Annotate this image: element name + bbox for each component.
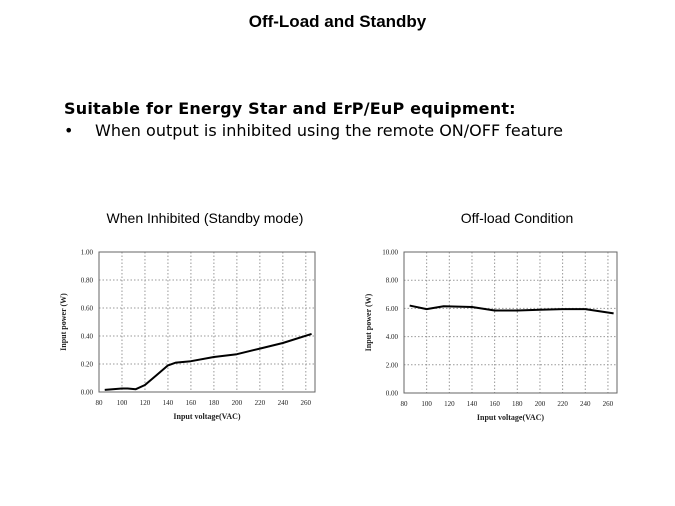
x-tick-label: 220 <box>557 400 568 408</box>
bullet-icon: • <box>64 121 74 140</box>
x-axis-label: Input voltage(VAC) <box>477 413 545 422</box>
x-tick-label: 200 <box>535 400 546 408</box>
x-tick-label: 120 <box>444 400 455 408</box>
chart-0: 80 100 120 140 160 180 200 220 240 260 0.00 0.20 0.4… <box>59 249 316 421</box>
x-tick-label: 100 <box>117 399 128 407</box>
x-tick-label: 180 <box>209 399 220 407</box>
slide-subtitle: Suitable for Energy Star and ErP/EuP equ… <box>64 99 516 118</box>
y-axis-label: Input power (W) <box>59 293 68 351</box>
x-tick-label: 240 <box>580 400 591 408</box>
x-tick-label: 220 <box>255 399 266 407</box>
x-tick-label: 180 <box>512 400 523 408</box>
chart-title-standby: When Inhibited (Standby mode) <box>106 210 304 226</box>
x-axis-label: Input voltage(VAC) <box>173 412 241 421</box>
x-tick-label: 80 <box>401 400 409 408</box>
x-tick-label: 160 <box>489 400 500 408</box>
y-tick-label: 4.00 <box>386 333 399 341</box>
y-tick-label: 6.00 <box>386 305 399 313</box>
y-axis-label: Input power (W) <box>364 293 373 351</box>
y-tick-label: 2.00 <box>386 361 399 369</box>
bullet-text: When output is inhibited using the remot… <box>95 121 563 140</box>
y-tick-label: 8.00 <box>386 277 399 285</box>
bullet-item: • When output is inhibited using the remo… <box>64 121 563 140</box>
x-tick-label: 140 <box>163 399 174 407</box>
x-tick-label: 80 <box>96 399 104 407</box>
x-tick-label: 260 <box>603 400 614 408</box>
x-tick-label: 100 <box>421 400 432 408</box>
chart-title-offload: Off-load Condition <box>460 210 574 226</box>
x-tick-label: 120 <box>140 399 151 407</box>
chart-1: 80 100 120 140 160 180 200 220 240 260 0.00 2.00 4.0… <box>364 249 618 422</box>
y-tick-label: 10.00 <box>382 249 398 257</box>
y-tick-label: 0.40 <box>81 333 94 341</box>
x-tick-label: 260 <box>301 399 312 407</box>
series-line <box>409 304 614 315</box>
y-tick-label: 0.60 <box>81 305 94 313</box>
x-tick-label: 240 <box>278 399 289 407</box>
plot-frame <box>403 251 618 394</box>
y-tick-label: 0.20 <box>81 361 94 369</box>
x-tick-label: 160 <box>186 399 197 407</box>
series-line <box>104 332 312 391</box>
y-tick-label: 0.00 <box>386 390 399 398</box>
slide-title: Off-Load and Standby <box>248 12 427 31</box>
x-tick-label: 140 <box>467 400 478 408</box>
y-tick-label: 1.00 <box>81 249 94 257</box>
y-tick-label: 0.00 <box>81 389 94 397</box>
plot-frame <box>98 251 316 393</box>
y-tick-label: 0.80 <box>81 277 94 285</box>
x-tick-label: 200 <box>232 399 243 407</box>
